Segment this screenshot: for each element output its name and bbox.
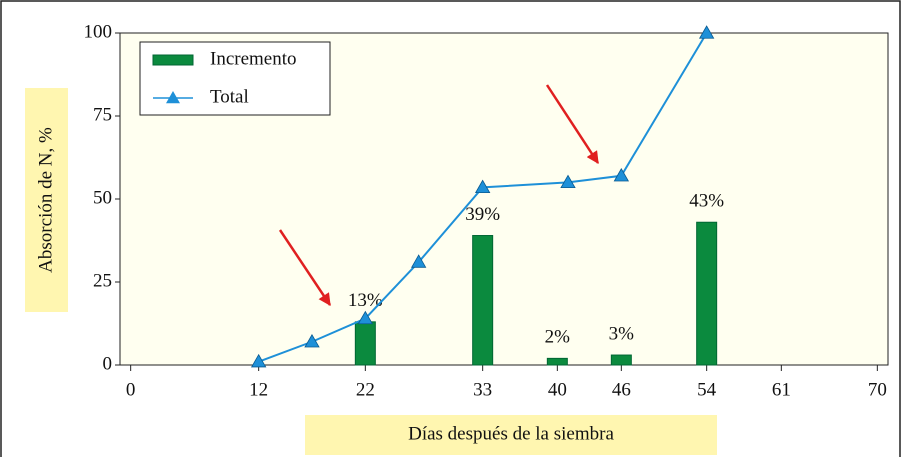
data-label: 13%: [348, 290, 383, 311]
data-label: 39%: [465, 204, 500, 225]
bar: [472, 235, 494, 366]
arrow: [278, 229, 332, 307]
data-label: 3%: [609, 323, 635, 344]
legend-swatch: [166, 91, 180, 104]
legend-label: Total: [210, 86, 249, 107]
legend: [139, 41, 331, 116]
arrow: [545, 84, 600, 165]
y-axis-label: Absorción de N, %: [35, 127, 56, 273]
data-label: 43%: [689, 191, 724, 212]
bar: [546, 357, 568, 366]
x-axis-label: Días después de la siembra: [408, 423, 614, 444]
y-tick-label: 50: [93, 187, 112, 208]
y-tick-label: 100: [84, 21, 113, 42]
y-tick-label: 25: [93, 270, 112, 291]
point: [410, 254, 427, 268]
y-tick-label: 75: [93, 104, 112, 125]
legend-label: Incremento: [210, 48, 297, 69]
point: [357, 310, 374, 325]
x-tick-label: 40: [548, 379, 567, 400]
legend-swatch: [152, 54, 194, 66]
point: [560, 174, 576, 189]
x-tick-label: 22: [356, 379, 375, 400]
x-label-box: [305, 415, 717, 455]
data-label: 2%: [545, 327, 571, 348]
bar: [696, 221, 718, 366]
x-tick-label: 61: [772, 379, 791, 400]
point: [698, 25, 715, 39]
bar: [610, 354, 632, 366]
point: [304, 333, 320, 348]
point: [613, 167, 630, 182]
bar: [354, 321, 376, 366]
y-label-box: [25, 88, 68, 312]
x-tick-label: 33: [473, 379, 492, 400]
x-tick-label: 0: [126, 379, 136, 400]
line: [258, 32, 708, 363]
x-tick-label: 54: [697, 379, 717, 400]
x-tick-label: 70: [868, 379, 887, 400]
point: [250, 353, 267, 368]
y-tick-label: 0: [103, 353, 113, 374]
x-tick-label: 46: [612, 379, 631, 400]
x-tick-label: 12: [249, 379, 268, 400]
point: [474, 179, 491, 194]
